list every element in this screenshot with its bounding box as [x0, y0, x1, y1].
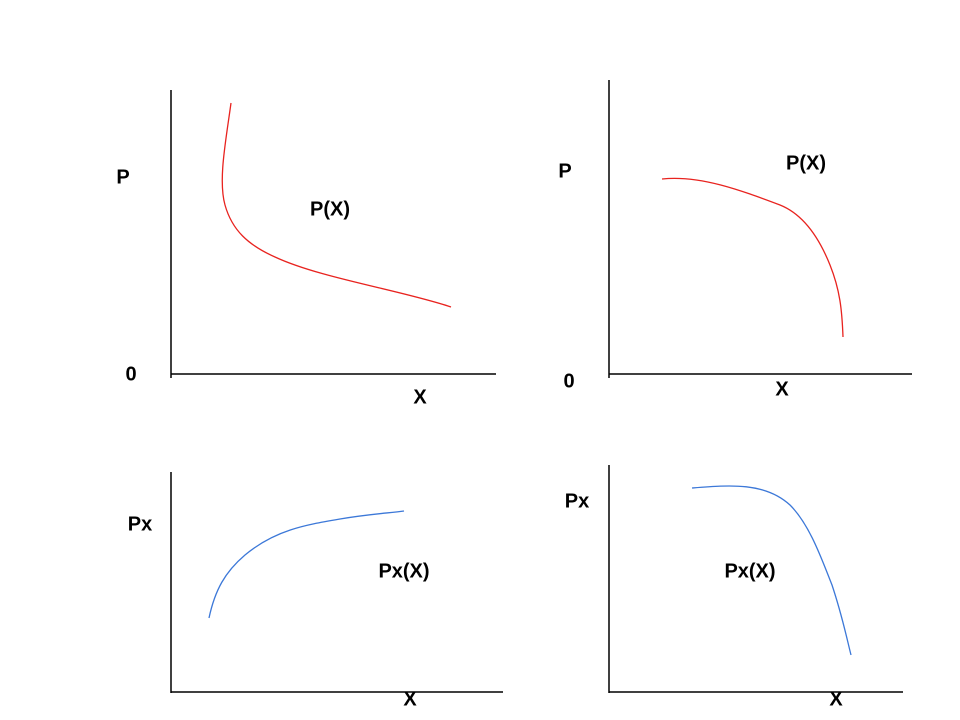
- curve: [691, 485, 852, 656]
- y-label: P: [116, 166, 129, 188]
- curve-label: P(X): [786, 152, 826, 174]
- curve: [221, 102, 452, 308]
- curve-label: Px(X): [378, 560, 429, 582]
- x-label: X: [829, 688, 843, 710]
- x-label: X: [775, 378, 789, 400]
- panel: Px X Px(X): [128, 472, 503, 710]
- curve: [661, 177, 844, 338]
- panel: P 0 X P(X): [558, 80, 912, 400]
- y-label: P: [558, 160, 571, 182]
- x-label: X: [403, 688, 417, 710]
- curve: [208, 510, 405, 619]
- y-label: Px: [565, 490, 589, 512]
- curve-label: Px(X): [724, 560, 775, 582]
- x-label: X: [413, 386, 427, 408]
- panel: P 0 X P(X): [116, 90, 496, 408]
- origin-label: 0: [563, 370, 574, 392]
- panel: Px X Px(X): [565, 465, 903, 710]
- curve-label: P(X): [310, 198, 350, 220]
- y-label: Px: [128, 513, 152, 535]
- origin-label: 0: [125, 363, 136, 385]
